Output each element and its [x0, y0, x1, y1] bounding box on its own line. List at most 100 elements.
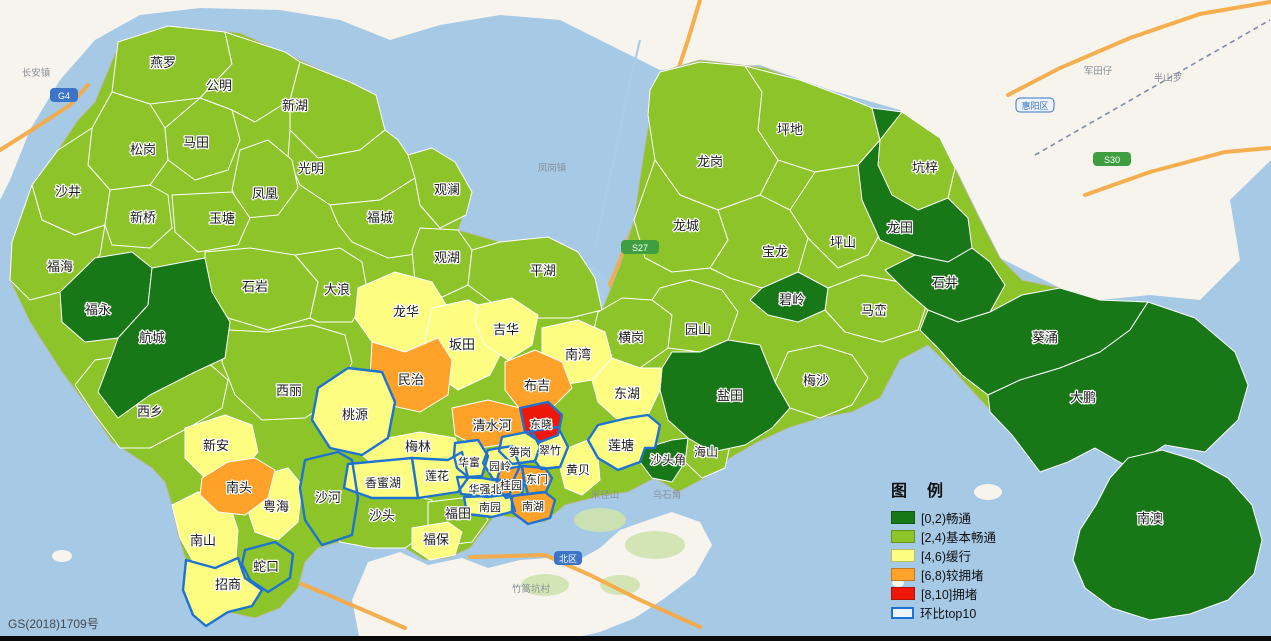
map-region[interactable] [164, 97, 241, 181]
region-label: 莲塘 [608, 438, 634, 453]
hk-hill [521, 574, 569, 596]
region-label: 盐田 [717, 388, 743, 403]
region-label: 坂田 [449, 337, 475, 352]
region-label: 南湖 [522, 500, 544, 513]
region-label: 蛇口 [253, 559, 279, 574]
map-region[interactable] [987, 301, 1249, 473]
region-label: 福保 [423, 532, 449, 547]
region-label: 吉华 [493, 322, 519, 337]
map-region[interactable] [591, 357, 663, 421]
region-label: 布吉 [524, 378, 550, 393]
top10-outline [518, 400, 564, 444]
region-label: 海山 [694, 444, 718, 459]
hk-hill [574, 508, 626, 532]
legend-swatch-jam [891, 587, 915, 600]
top10-outline [310, 366, 397, 457]
island [892, 579, 904, 587]
map-region[interactable] [199, 457, 276, 516]
legend-item-jam: [8,10]拥堵 [891, 584, 1041, 603]
legend-item-slow: [4,6)缓行 [891, 546, 1041, 565]
legend-swatch-top10 [891, 606, 914, 619]
map-region[interactable] [171, 191, 251, 253]
region-label: 华强北 [469, 482, 502, 496]
road-badge-label: S30 [1104, 155, 1120, 165]
map-region[interactable] [877, 111, 956, 211]
legend-item-smooth: [0,2)畅通 [891, 508, 1041, 527]
river [593, 39, 642, 251]
region-label: 龙华 [393, 304, 419, 319]
region-label: 燕罗 [150, 55, 176, 70]
region-label: 航城 [139, 330, 165, 345]
road-badge [1015, 97, 1055, 113]
road-badge [554, 551, 582, 565]
region-label: 坪地 [777, 122, 803, 137]
map-region[interactable] [559, 439, 601, 496]
legend-swatch-smooth [891, 511, 915, 524]
map-region[interactable] [97, 257, 231, 419]
map-region[interactable] [1072, 449, 1263, 621]
road-badge [621, 240, 659, 254]
region-label: 东门 [526, 472, 548, 486]
region-label: 龙岗 [697, 154, 723, 169]
region-label: 民治 [398, 372, 424, 387]
region-label: 大鹏 [1070, 390, 1096, 405]
legend-items: [0,2)畅通 [2,4)基本畅通 [4,6)缓行 [6,8)较拥堵 [8,10]拥堵环… [891, 508, 1041, 622]
legend-label: [2,4)基本畅通 [921, 531, 997, 545]
region-label: 龙城 [673, 218, 699, 233]
map-region[interactable] [749, 271, 829, 323]
basemap-label: 军田仔 [1084, 65, 1113, 77]
region-label: 马田 [183, 135, 209, 150]
map-region[interactable] [504, 349, 573, 413]
highway-line [0, 83, 90, 152]
legend-item-basic: [2,4)基本畅通 [891, 527, 1041, 546]
map-region[interactable] [294, 247, 369, 323]
basemap-land [0, 0, 1271, 300]
region-label: 碧岭 [779, 292, 805, 307]
region-label: 清水河 [472, 418, 511, 433]
region-label: 梅林 [405, 439, 431, 454]
region-label: 南山 [190, 533, 216, 548]
railway-line [1034, 19, 1271, 156]
region-label: 新安 [203, 438, 229, 453]
region-label: 东湖 [614, 386, 640, 401]
map-region[interactable] [474, 297, 539, 361]
region-label: 笋岗 [509, 445, 531, 459]
map-region[interactable] [659, 339, 791, 453]
island [974, 484, 1002, 500]
map-region[interactable] [824, 274, 929, 343]
region-label: 龙田 [887, 220, 913, 235]
region-label: 公明 [206, 78, 232, 93]
highway-line [290, 578, 407, 630]
map-region[interactable] [411, 521, 463, 561]
top10-outline [586, 413, 662, 472]
region-label: 莲花 [425, 468, 449, 483]
region-label: 园岭 [489, 459, 511, 473]
map-region[interactable] [651, 279, 739, 353]
region-label: 石井 [932, 275, 958, 290]
top10-outline [455, 475, 515, 499]
highway-line [1083, 146, 1271, 197]
map-region[interactable] [407, 147, 473, 229]
road-badge [50, 88, 78, 102]
basemap-label: 长安镇 [22, 67, 51, 79]
map-region[interactable] [104, 184, 173, 249]
road-badge [1093, 152, 1131, 166]
region-label: 葵涌 [1032, 330, 1058, 345]
region-label: 南湾 [565, 347, 591, 362]
region-label: 坑梓 [912, 160, 938, 175]
highway-line [468, 552, 702, 629]
legend-label: [8,10]拥堵 [921, 588, 978, 602]
region-label: 凤凰 [252, 186, 278, 201]
map-attribution: GS(2018)1709号 [8, 617, 99, 631]
map-region[interactable] [199, 31, 301, 123]
map-legend: 图 例 [0,2)畅通 [2,4)基本畅通 [4,6)缓行 [6,8)较拥堵 [8,10… [891, 477, 1041, 622]
region-label: 沙头角 [650, 453, 686, 467]
legend-label: [6,8)较拥堵 [921, 569, 984, 583]
region-label: 平湖 [530, 263, 556, 278]
region-label: 新桥 [130, 210, 156, 225]
hk-hill [600, 575, 640, 595]
bottom-bar [0, 636, 1271, 641]
